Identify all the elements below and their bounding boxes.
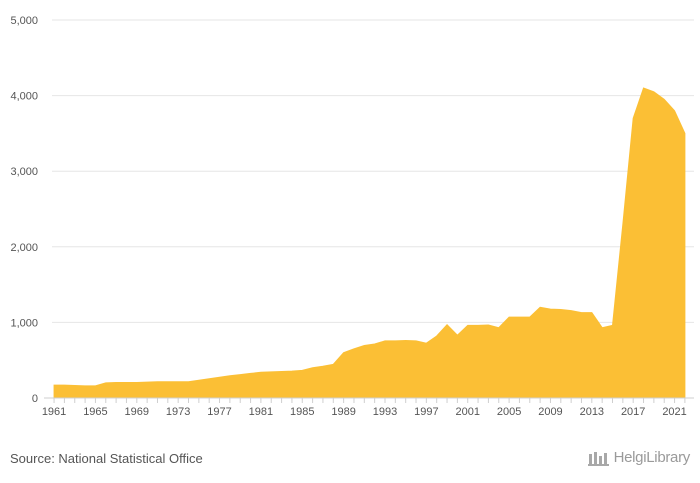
x-tick-label: 1973 — [166, 406, 190, 418]
x-tick-label: 2009 — [538, 406, 562, 418]
area-chart: 1961 1965 1969 1973 1977 1981 1985 1989 1993 1997… — [10, 15, 694, 418]
y-tick-label: 0 — [32, 393, 38, 405]
y-tick-label: 4,000 — [10, 91, 38, 103]
y-tick-label: 3,000 — [10, 166, 38, 178]
source-note: Source: National Statistical Office — [10, 451, 203, 466]
x-tick-label: 2013 — [580, 406, 604, 418]
x-tick-label: 1969 — [125, 406, 149, 418]
x-tick-label: 1993 — [373, 406, 397, 418]
gridlines — [52, 19, 694, 323]
y-axis: 0 1,000 2,000 3,000 4,000 5,000 — [10, 15, 38, 405]
library-icon — [587, 451, 609, 466]
x-tick-label: 2001 — [455, 406, 479, 418]
x-tick-label: 2005 — [497, 406, 521, 418]
brand-logo[interactable]: HelgiLibrary — [587, 449, 691, 466]
brand-name: HelgiLibrary — [613, 449, 691, 466]
area-series — [53, 87, 686, 399]
x-tick-label: 2021 — [662, 406, 686, 418]
x-tick-label: 1961 — [42, 406, 66, 418]
x-tick-label: 1997 — [414, 406, 438, 418]
x-tick-label: 1977 — [207, 406, 231, 418]
x-tick-label: 1981 — [249, 406, 273, 418]
x-tick-label: 2017 — [621, 406, 645, 418]
x-axis: 1961 1965 1969 1973 1977 1981 1985 1989 1993 1997… — [42, 397, 694, 418]
x-tick-label: 1985 — [290, 406, 314, 418]
x-tick-label: 1965 — [83, 406, 107, 418]
y-tick-label: 5,000 — [10, 15, 38, 27]
y-tick-label: 2,000 — [10, 242, 38, 254]
y-tick-label: 1,000 — [10, 317, 38, 329]
area-fill — [53, 87, 686, 399]
x-tick-label: 1989 — [331, 406, 355, 418]
